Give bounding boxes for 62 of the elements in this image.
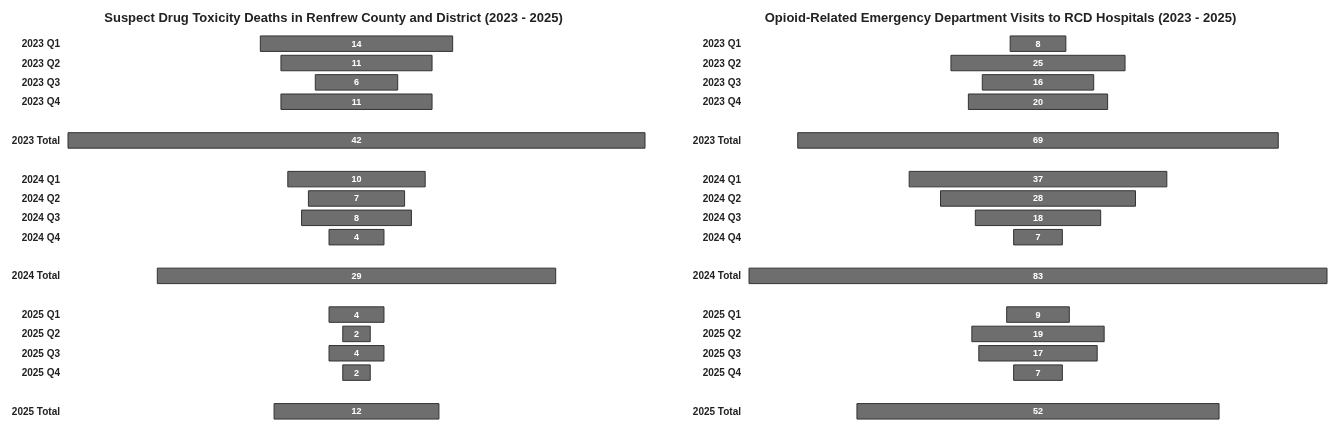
category-label: 2024 Total <box>692 270 742 282</box>
data-label: 11 <box>351 58 362 69</box>
data-label: 42 <box>351 135 362 146</box>
data-label: 4 <box>353 309 360 320</box>
data-label: 18 <box>1032 212 1044 223</box>
data-label: 4 <box>353 348 360 359</box>
text: Suspect Drug Toxicity Deaths in Renfrew County and District (2023 - 2025) <box>104 10 563 25</box>
category-label: 2025 Total <box>11 405 61 417</box>
category-label: 2025 Total <box>692 405 742 417</box>
category-label: 2023 Q4 <box>702 96 742 108</box>
category-label: 2024 Q4 <box>702 231 742 243</box>
category-label: 2025 Q1 <box>702 309 742 321</box>
category-label: 2024 Q3 <box>702 212 742 224</box>
category-label: 2024 Q1 <box>21 173 61 185</box>
category-label: 2025 Q2 <box>21 328 61 340</box>
data-label: 2 <box>353 367 360 378</box>
category-label: 2025 Q4 <box>21 367 61 379</box>
category-label: 2023 Total <box>692 134 742 146</box>
category-label: 2024 Q1 <box>702 173 742 185</box>
category-label: 2025 Q2 <box>702 328 742 340</box>
data-label: 83 <box>1032 270 1044 281</box>
data-label: 7 <box>353 193 360 204</box>
category-label: 2024 Q3 <box>21 212 61 224</box>
data-label: 25 <box>1032 58 1044 69</box>
category-label: 2024 Q2 <box>702 192 742 204</box>
data-label: 2 <box>353 328 360 339</box>
category-label: 2024 Q4 <box>21 231 61 243</box>
text: Opioid-Related Emergency Department Visits to RCD Hospitals (2023 - 2025) <box>764 10 1237 25</box>
data-label: 29 <box>351 270 362 281</box>
category-label: 2023 Q4 <box>21 96 61 108</box>
category-label: 2023 Total <box>11 134 61 146</box>
data-label: 10 <box>351 174 362 185</box>
data-label: 8 <box>1035 38 1041 49</box>
category-label: 2023 Q3 <box>702 76 742 88</box>
data-label: 9 <box>1035 309 1041 320</box>
data-label: 12 <box>351 406 362 417</box>
data-label: 20 <box>1032 96 1044 107</box>
category-label: 2025 Q3 <box>21 347 61 359</box>
data-label: 19 <box>1032 328 1044 339</box>
category-label: 2023 Q2 <box>702 57 742 69</box>
category-label: 2025 Q4 <box>702 367 742 379</box>
category-label: 2024 Total <box>11 270 61 282</box>
data-label: 17 <box>1032 348 1044 359</box>
data-label: 6 <box>353 77 360 88</box>
data-label: 14 <box>351 38 362 49</box>
category-label: 2024 Q2 <box>21 192 61 204</box>
data-label: 28 <box>1032 193 1044 204</box>
data-label: 4 <box>353 232 360 243</box>
data-label: 52 <box>1032 406 1044 417</box>
data-label: 8 <box>353 212 360 223</box>
data-label: 16 <box>1032 77 1044 88</box>
category-label: 2023 Q2 <box>21 57 61 69</box>
category-label: 2023 Q3 <box>21 76 61 88</box>
data-label: 7 <box>1035 367 1041 378</box>
data-label: 37 <box>1032 174 1044 185</box>
data-label: 7 <box>1035 232 1041 243</box>
data-label: 11 <box>351 96 362 107</box>
category-label: 2025 Q1 <box>21 309 61 321</box>
category-label: 2023 Q1 <box>702 38 742 50</box>
data-label: 69 <box>1032 135 1044 146</box>
category-label: 2023 Q1 <box>21 38 61 50</box>
category-label: 2025 Q3 <box>702 347 742 359</box>
